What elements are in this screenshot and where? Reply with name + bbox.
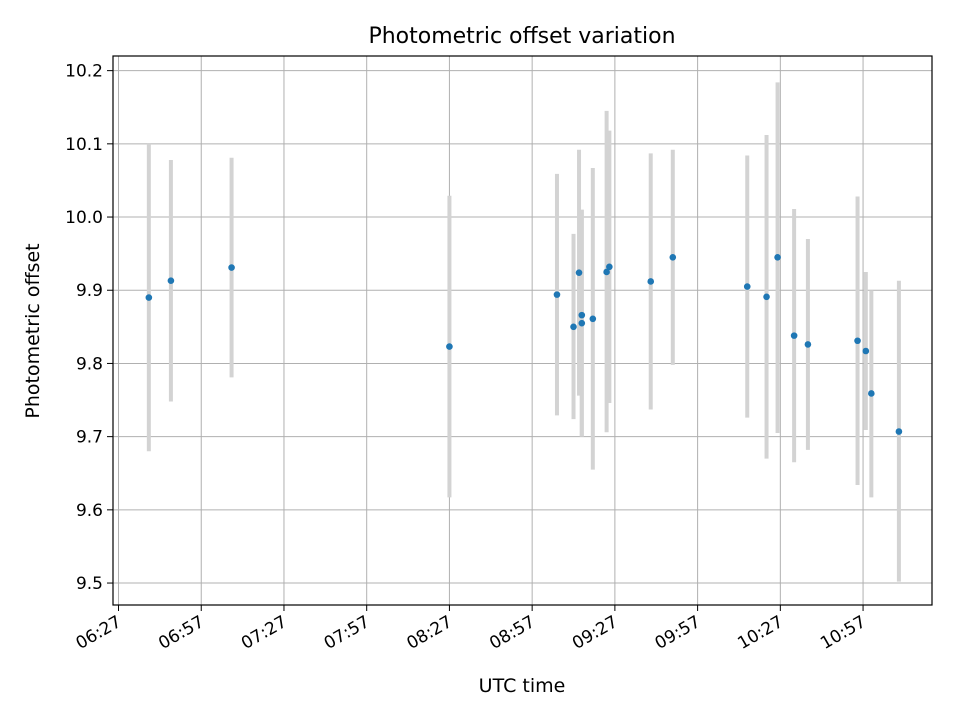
chart-title: Photometric offset variation bbox=[368, 24, 675, 49]
data-point bbox=[167, 277, 175, 285]
y-tick-label: 9.8 bbox=[76, 354, 103, 374]
data-point bbox=[145, 294, 153, 301]
y-tick-label: 9.6 bbox=[76, 501, 103, 521]
data-point bbox=[790, 332, 798, 339]
y-tick-label: 10.2 bbox=[65, 62, 103, 82]
y-tick-label: 9.9 bbox=[76, 281, 103, 301]
data-point bbox=[868, 390, 875, 397]
data-point bbox=[578, 319, 586, 327]
data-point bbox=[606, 263, 613, 271]
y-tick-label: 9.5 bbox=[76, 574, 103, 594]
data-point bbox=[603, 268, 610, 276]
data-point bbox=[895, 428, 903, 435]
x-axis-label: UTC time bbox=[479, 675, 566, 697]
y-tick-label: 10.1 bbox=[65, 135, 103, 155]
y-axis-ticks: 9.5 9.6 9.7 9.8 9.9 10.0 10.1 10.2 bbox=[65, 62, 113, 594]
data-point bbox=[804, 341, 812, 348]
data-point bbox=[578, 311, 586, 319]
data-point bbox=[862, 347, 870, 355]
data-point bbox=[774, 253, 781, 261]
y-tick-label: 10.0 bbox=[65, 208, 103, 228]
data-point bbox=[570, 323, 577, 331]
data-point bbox=[743, 283, 751, 290]
data-point bbox=[763, 293, 770, 301]
y-axis-label: Photometric offset bbox=[22, 243, 44, 418]
data-point bbox=[446, 343, 453, 350]
data-points bbox=[145, 253, 903, 435]
data-point bbox=[228, 264, 235, 271]
data-point bbox=[669, 253, 677, 261]
axes-frame bbox=[112, 55, 933, 606]
y-tick-label: 9.7 bbox=[76, 428, 103, 448]
data-point bbox=[575, 269, 583, 276]
data-point bbox=[854, 337, 861, 345]
data-point bbox=[647, 278, 655, 285]
data-point bbox=[589, 315, 597, 323]
data-point bbox=[553, 291, 561, 298]
